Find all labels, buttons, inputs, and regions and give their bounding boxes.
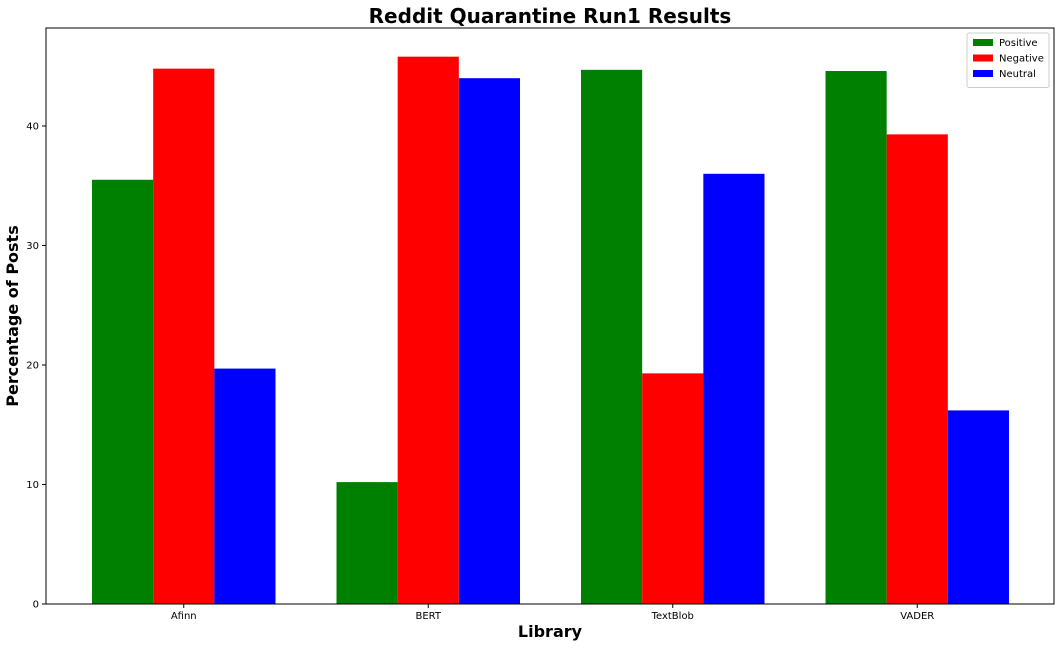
y-tick-label-20: 20 (26, 360, 39, 371)
bar-bert-positive (336, 482, 398, 604)
bar-bert-negative (397, 56, 459, 605)
bar-vader-neutral (947, 410, 1009, 604)
bar-vader-negative (886, 134, 948, 604)
bars-group (92, 56, 1009, 605)
legend-swatch-negative (973, 54, 993, 62)
legend-swatch-positive (973, 39, 993, 46)
plot-frame (45, 27, 1055, 605)
legend-label-negative: Negative (999, 54, 1044, 65)
y-tick-label-0: 0 (33, 600, 39, 611)
bar-bert-neutral (458, 78, 520, 605)
x-tick-label-afinn: Afinn (171, 611, 197, 622)
y-axis-title: Percentage of Posts (3, 225, 22, 406)
bar-afinn-positive (92, 179, 154, 604)
bar-textblob-negative (642, 373, 704, 604)
bar-vader-positive (825, 71, 887, 604)
chart-title: Reddit Quarantine Run1 Results (369, 4, 732, 28)
legend-swatch-neutral (973, 70, 993, 77)
bar-textblob-neutral (703, 173, 765, 604)
y-tick-label-10: 10 (26, 480, 39, 491)
x-tick-label-textblob: TextBlob (651, 611, 694, 622)
y-axis: 0 10 20 30 40 (26, 121, 46, 611)
y-tick-label-40: 40 (26, 121, 39, 132)
legend: Positive Negative Neutral (966, 32, 1050, 88)
x-tick-label-vader: VADER (900, 611, 934, 622)
x-tick-label-bert: BERT (415, 611, 441, 622)
legend-label-neutral: Neutral (999, 69, 1036, 80)
y-tick-label-30: 30 (26, 241, 39, 252)
x-axis: Afinn BERT TextBlob VADER (171, 604, 934, 622)
bar-afinn-negative (153, 68, 215, 604)
bar-afinn-neutral (214, 368, 276, 604)
bar-textblob-positive (581, 69, 643, 604)
x-axis-title: Library (518, 622, 583, 641)
legend-label-positive: Positive (999, 38, 1038, 49)
